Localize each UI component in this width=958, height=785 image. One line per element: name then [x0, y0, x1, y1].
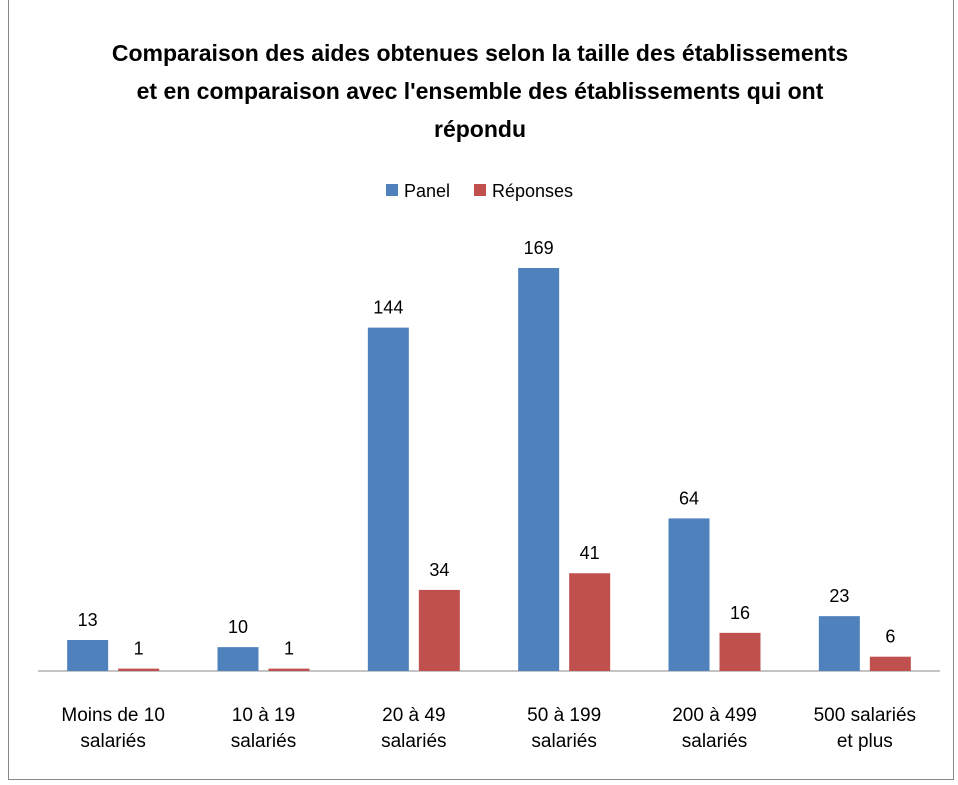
data-label: 41	[580, 543, 600, 563]
legend-label: Panel	[404, 181, 450, 201]
data-label: 16	[730, 603, 750, 623]
bar	[869, 656, 911, 671]
data-label: 6	[885, 627, 895, 647]
data-label: 1	[134, 639, 144, 659]
data-label: 34	[429, 560, 449, 580]
legend-label: Réponses	[492, 181, 573, 201]
x-tick-label: 200 à 499 salariés	[672, 705, 757, 752]
data-label: 23	[829, 586, 849, 606]
legend-swatch	[386, 184, 398, 196]
x-tick-label: 10 à 19 salariés	[230, 705, 297, 752]
bar	[217, 647, 259, 671]
data-label: 169	[524, 238, 554, 258]
data-label: 64	[679, 488, 699, 508]
bar	[518, 268, 560, 671]
x-tick-label: 20 à 49 salariés	[381, 705, 447, 752]
x-tick-label: 50 à 199 salariés	[527, 705, 602, 752]
bar	[118, 668, 160, 671]
data-label: 13	[78, 610, 98, 630]
data-label: 10	[228, 617, 248, 637]
bar	[569, 573, 611, 671]
bar	[67, 640, 109, 671]
chart-title: Comparaison des aides obtenues selon la …	[111, 40, 849, 142]
chart-frame	[8, 0, 954, 780]
bar	[418, 589, 460, 671]
bar	[818, 616, 860, 671]
legend-swatch	[474, 184, 486, 196]
x-tick-label: 500 salariés et plus	[813, 705, 917, 752]
bar	[367, 327, 409, 671]
bar	[719, 632, 761, 671]
bar	[668, 518, 710, 671]
bar	[268, 668, 310, 671]
x-tick-label: Moins de 10 salariés	[61, 705, 165, 752]
data-label: 1	[284, 639, 294, 659]
data-label: 144	[373, 298, 403, 318]
